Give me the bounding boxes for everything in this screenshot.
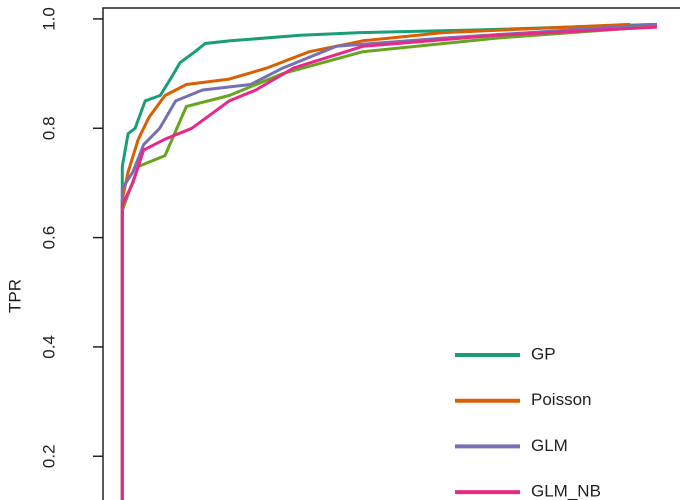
plot-frame	[102, 7, 680, 500]
roc-line	[120, 22, 655, 500]
roc-line	[120, 22, 631, 500]
y-tick-label: 1.0	[39, 7, 58, 31]
y-tick-label: 0.6	[39, 226, 58, 250]
roc-line	[120, 22, 658, 500]
legend-label: Poisson	[531, 390, 591, 409]
legend-label: GLM	[531, 436, 568, 455]
legend-label: GLM_NB	[531, 482, 601, 500]
y-tick-label: 0.4	[39, 335, 58, 359]
y-tick-label: 0.8	[39, 116, 58, 140]
roc-line	[120, 25, 647, 500]
y-tick-label: 0.2	[39, 444, 58, 468]
y-axis-label: TPR	[5, 279, 24, 313]
legend-label: GP	[531, 344, 556, 363]
roc-line	[120, 25, 658, 500]
